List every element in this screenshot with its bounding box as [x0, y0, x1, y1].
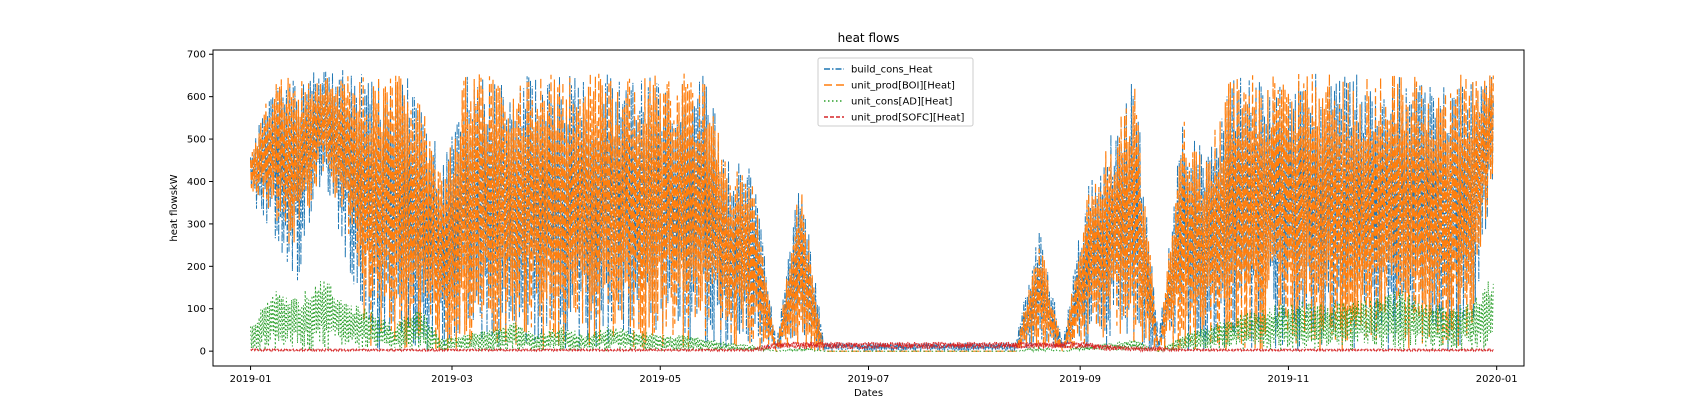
- series-layer: [250, 70, 1494, 353]
- y-tick-label-1: 100: [187, 304, 206, 315]
- series-line-3: [250, 341, 1494, 353]
- y-tick-label-6: 600: [187, 92, 206, 103]
- legend-label-3: unit_prod[SOFC][Heat]: [851, 113, 964, 124]
- x-tick-label-1: 2019-03: [431, 374, 473, 385]
- y-tick-label-4: 400: [187, 177, 206, 188]
- x-tick-label-4: 2019-09: [1059, 374, 1101, 385]
- legend-label-0: build_cons_Heat: [851, 65, 933, 76]
- legend-label-1: unit_prod[BOI][Heat]: [851, 81, 955, 92]
- y-tick-label-3: 300: [187, 219, 206, 230]
- y-tick-label-0: 0: [200, 347, 206, 358]
- x-tick-label-2: 2019-05: [639, 374, 681, 385]
- x-tick-label-0: 2019-01: [230, 374, 272, 385]
- legend: build_cons_Heat unit_prod[BOI][Heat] unit_…: [817, 57, 974, 127]
- y-axis: 0 100 200 300 400 500 600 700: [187, 50, 213, 358]
- x-axis-label: Dates: [854, 388, 883, 399]
- chart-title: heat flows: [838, 31, 900, 45]
- y-tick-label-7: 700: [187, 50, 206, 61]
- series-line-2: [250, 280, 1494, 353]
- legend-box: [817, 57, 974, 127]
- x-tick-label-6: 2020-01: [1476, 374, 1518, 385]
- y-axis-label: heat flowskW: [169, 174, 180, 241]
- y-tick-label-5: 500: [187, 135, 206, 146]
- legend-label-2: unit_cons[AD][Heat]: [851, 97, 953, 108]
- x-axis: 2019-01 2019-03 2019-05 2019-07 2019-09 2019-…: [230, 366, 1518, 385]
- x-tick-label-5: 2019-11: [1268, 374, 1310, 385]
- x-tick-label-3: 2019-07: [848, 374, 890, 385]
- series-line-1: [250, 73, 1494, 352]
- plot-area: [212, 49, 1525, 367]
- y-tick-label-2: 200: [187, 262, 206, 273]
